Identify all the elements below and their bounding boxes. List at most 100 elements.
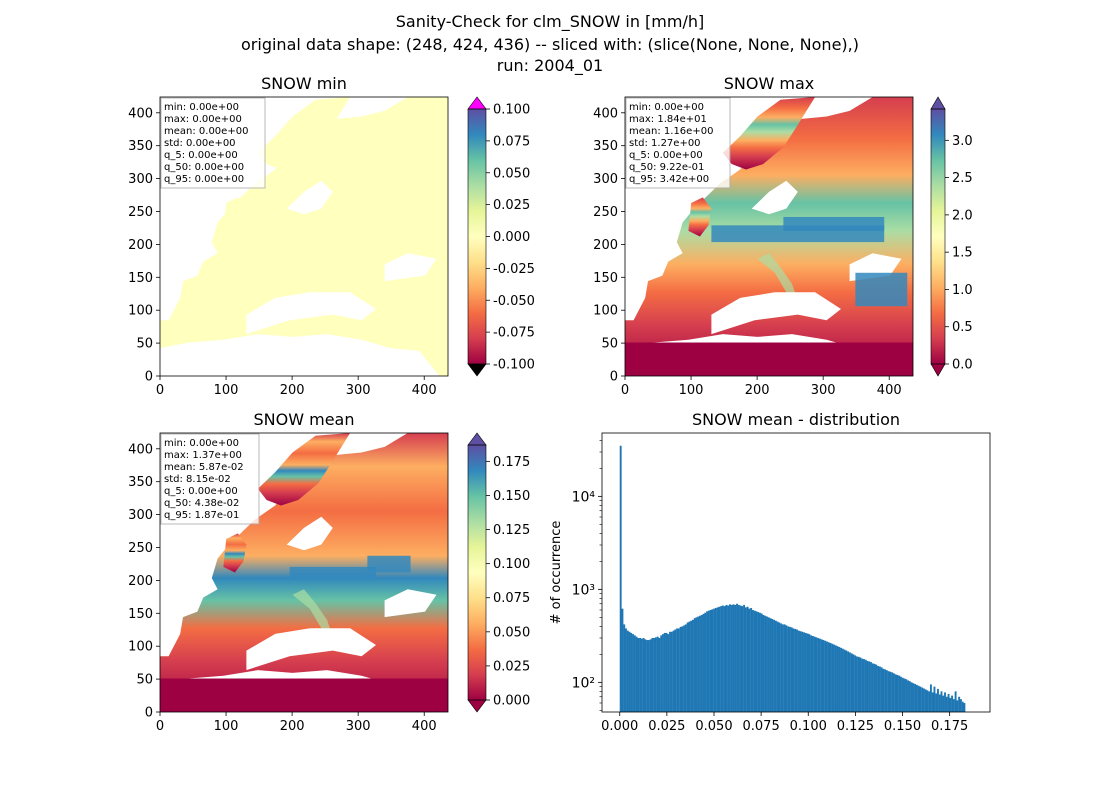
x-tick-label: 0 xyxy=(621,383,629,398)
histogram-bar xyxy=(758,612,761,712)
histogram-bar xyxy=(718,606,721,712)
histogram-bar xyxy=(921,687,924,712)
colorbar-tick-label: 0.100 xyxy=(493,557,530,572)
stats-box xyxy=(625,97,731,189)
colorbar-tick-label: -0.100 xyxy=(493,358,535,373)
stats-box xyxy=(160,433,260,525)
histogram-bar xyxy=(633,635,636,712)
histogram-bar xyxy=(785,625,788,712)
x-tick-label: 0.125 xyxy=(837,719,874,734)
histogram-bar xyxy=(958,696,961,712)
histogram-bar xyxy=(743,604,746,712)
histogram-bar xyxy=(792,628,795,712)
y-tick-label: 300 xyxy=(128,508,153,523)
histogram-bar xyxy=(716,607,719,712)
histogram-bar xyxy=(730,604,733,712)
histogram-bar xyxy=(956,700,959,712)
map-field xyxy=(160,433,448,712)
histogram-bar xyxy=(882,668,885,712)
histogram-bar xyxy=(808,634,811,712)
land-area xyxy=(367,555,411,573)
histogram-bar xyxy=(944,692,946,712)
y-axis-label: # of occurrence xyxy=(549,521,564,625)
histogram-bar xyxy=(663,632,666,712)
colorbar-tick-label: 0.175 xyxy=(493,455,530,470)
y-tick-label: 350 xyxy=(593,139,618,154)
histogram-bar xyxy=(961,701,964,712)
histogram-bar xyxy=(871,663,874,712)
stats-line: mean: 5.87e-02 xyxy=(164,462,244,473)
x-tick-label: 200 xyxy=(745,383,770,398)
histogram-bar xyxy=(647,640,650,712)
histogram-bar xyxy=(813,636,816,712)
histogram-bar xyxy=(937,688,939,712)
histogram-bar xyxy=(954,691,957,712)
histogram-bar xyxy=(767,617,770,712)
histogram-bar xyxy=(799,631,802,712)
stats-line: q_95: 0.00e+00 xyxy=(164,174,244,185)
figure-title-line-2: original data shape: (248, 424, 436) -- … xyxy=(241,35,859,54)
histogram-bar xyxy=(764,615,767,712)
histogram-bar xyxy=(679,626,682,712)
stats-line: mean: 1.16e+00 xyxy=(629,126,713,137)
histogram-bar xyxy=(862,659,865,712)
histogram-bar xyxy=(811,636,814,712)
axes-frame xyxy=(624,96,914,377)
histogram-bar xyxy=(952,699,955,712)
histogram-bar xyxy=(637,637,640,712)
land-area xyxy=(160,678,448,712)
histogram-bar xyxy=(885,670,888,712)
x-tick-label: 0 xyxy=(156,719,164,734)
x-tick-label: 400 xyxy=(412,719,437,734)
histogram-bar xyxy=(845,650,848,712)
subplot-title: SNOW mean - distribution xyxy=(692,410,900,429)
histogram-bar xyxy=(951,695,954,712)
histogram-bar xyxy=(810,635,813,712)
histogram-bar xyxy=(838,647,841,712)
histogram-bar xyxy=(926,690,929,712)
colorbar-scale xyxy=(931,109,945,364)
stats-line: std: 1.27e+00 xyxy=(629,138,701,149)
colorbar-tick-label: 0.100 xyxy=(493,103,530,118)
histogram-bar xyxy=(757,612,760,712)
histogram-bar xyxy=(669,631,671,712)
map-panel-3: 0 100 200 300 400 0 50 100 150 200 250 300 350 400 SNO… xyxy=(128,410,530,734)
histogram-bar xyxy=(681,626,684,712)
histogram-bar xyxy=(651,637,654,712)
histogram-bar xyxy=(831,643,834,712)
histogram-bar xyxy=(910,682,913,712)
colorbar-tick-label: 0.025 xyxy=(493,659,530,674)
histogram-bar xyxy=(744,607,747,712)
histogram-bar xyxy=(914,684,917,712)
histogram-panel: 0.000 0.025 0.050 0.075 0.100 0.125 0.150 0.175… xyxy=(549,410,991,734)
histogram-bar xyxy=(908,681,911,712)
histogram-bar xyxy=(748,608,751,712)
stats-line: mean: 0.00e+00 xyxy=(164,126,248,137)
histogram-bar xyxy=(623,624,626,712)
land-area xyxy=(223,197,247,237)
y-tick-label: 150 xyxy=(593,271,618,286)
histogram-bar xyxy=(878,666,881,712)
histogram-bar xyxy=(959,699,962,712)
histogram-bar xyxy=(677,628,680,712)
colorbar-tick-label: 3.0 xyxy=(952,134,973,149)
x-tick-label: 0.100 xyxy=(790,719,827,734)
histogram-bar xyxy=(917,685,920,712)
histogram-bar xyxy=(935,693,938,712)
histogram-bar xyxy=(820,639,823,712)
histogram-bar xyxy=(900,676,902,712)
histogram-bar xyxy=(788,626,791,712)
y-tick-label: 50 xyxy=(601,337,618,352)
histogram-bar xyxy=(646,640,649,712)
histogram-bar xyxy=(945,696,948,712)
histogram-bar xyxy=(905,679,908,712)
stats-line: min: 0.00e+00 xyxy=(629,102,704,113)
stats-line: q_5: 0.00e+00 xyxy=(164,150,238,161)
y-tick-label: 100 xyxy=(128,640,153,655)
histogram-bar xyxy=(753,610,756,712)
land-area xyxy=(223,533,247,573)
x-tick-label: 0.000 xyxy=(601,719,638,734)
land-area xyxy=(757,253,798,301)
histogram-bar xyxy=(695,617,698,712)
histogram-bar xyxy=(667,634,670,712)
